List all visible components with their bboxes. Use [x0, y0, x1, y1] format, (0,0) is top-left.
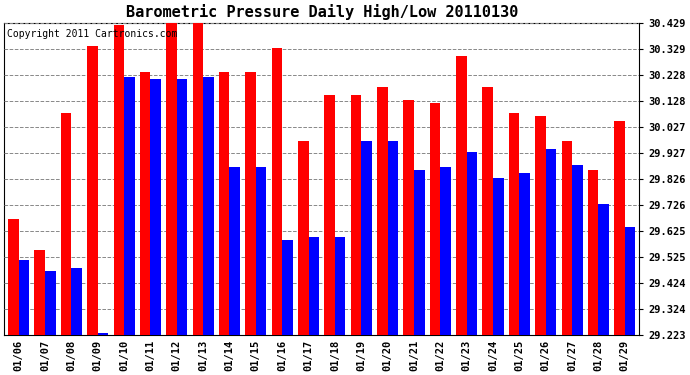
Bar — [166, 22, 177, 335]
Title: Barometric Pressure Daily High/Low 20110130: Barometric Pressure Daily High/Low 20110… — [126, 4, 518, 20]
Bar — [282, 240, 293, 335]
Bar — [546, 149, 556, 335]
Bar — [34, 250, 45, 335]
Bar — [430, 103, 440, 335]
Bar — [140, 72, 150, 335]
Bar — [61, 113, 71, 335]
Bar — [482, 87, 493, 335]
Bar — [520, 172, 530, 335]
Bar — [535, 116, 546, 335]
Bar — [177, 80, 187, 335]
Bar — [71, 268, 82, 335]
Bar — [466, 152, 477, 335]
Bar — [8, 219, 19, 335]
Bar — [572, 165, 582, 335]
Bar — [246, 72, 256, 335]
Bar — [404, 100, 414, 335]
Bar — [456, 56, 466, 335]
Bar — [625, 227, 635, 335]
Bar — [351, 95, 362, 335]
Bar — [124, 77, 135, 335]
Bar — [588, 170, 598, 335]
Bar — [509, 113, 520, 335]
Bar — [598, 204, 609, 335]
Bar — [562, 141, 572, 335]
Bar — [230, 167, 240, 335]
Bar — [19, 261, 29, 335]
Bar — [388, 141, 398, 335]
Bar — [308, 237, 319, 335]
Bar — [440, 167, 451, 335]
Bar — [219, 72, 230, 335]
Text: Copyright 2011 Cartronics.com: Copyright 2011 Cartronics.com — [8, 29, 178, 39]
Bar — [45, 271, 56, 335]
Bar — [324, 95, 335, 335]
Bar — [272, 48, 282, 335]
Bar — [256, 167, 266, 335]
Bar — [335, 237, 346, 335]
Bar — [362, 141, 372, 335]
Bar — [377, 87, 388, 335]
Bar — [493, 178, 504, 335]
Bar — [150, 80, 161, 335]
Bar — [98, 333, 108, 335]
Bar — [193, 15, 203, 335]
Bar — [87, 46, 98, 335]
Bar — [298, 141, 308, 335]
Bar — [203, 77, 214, 335]
Bar — [614, 121, 625, 335]
Bar — [414, 170, 424, 335]
Bar — [114, 25, 124, 335]
